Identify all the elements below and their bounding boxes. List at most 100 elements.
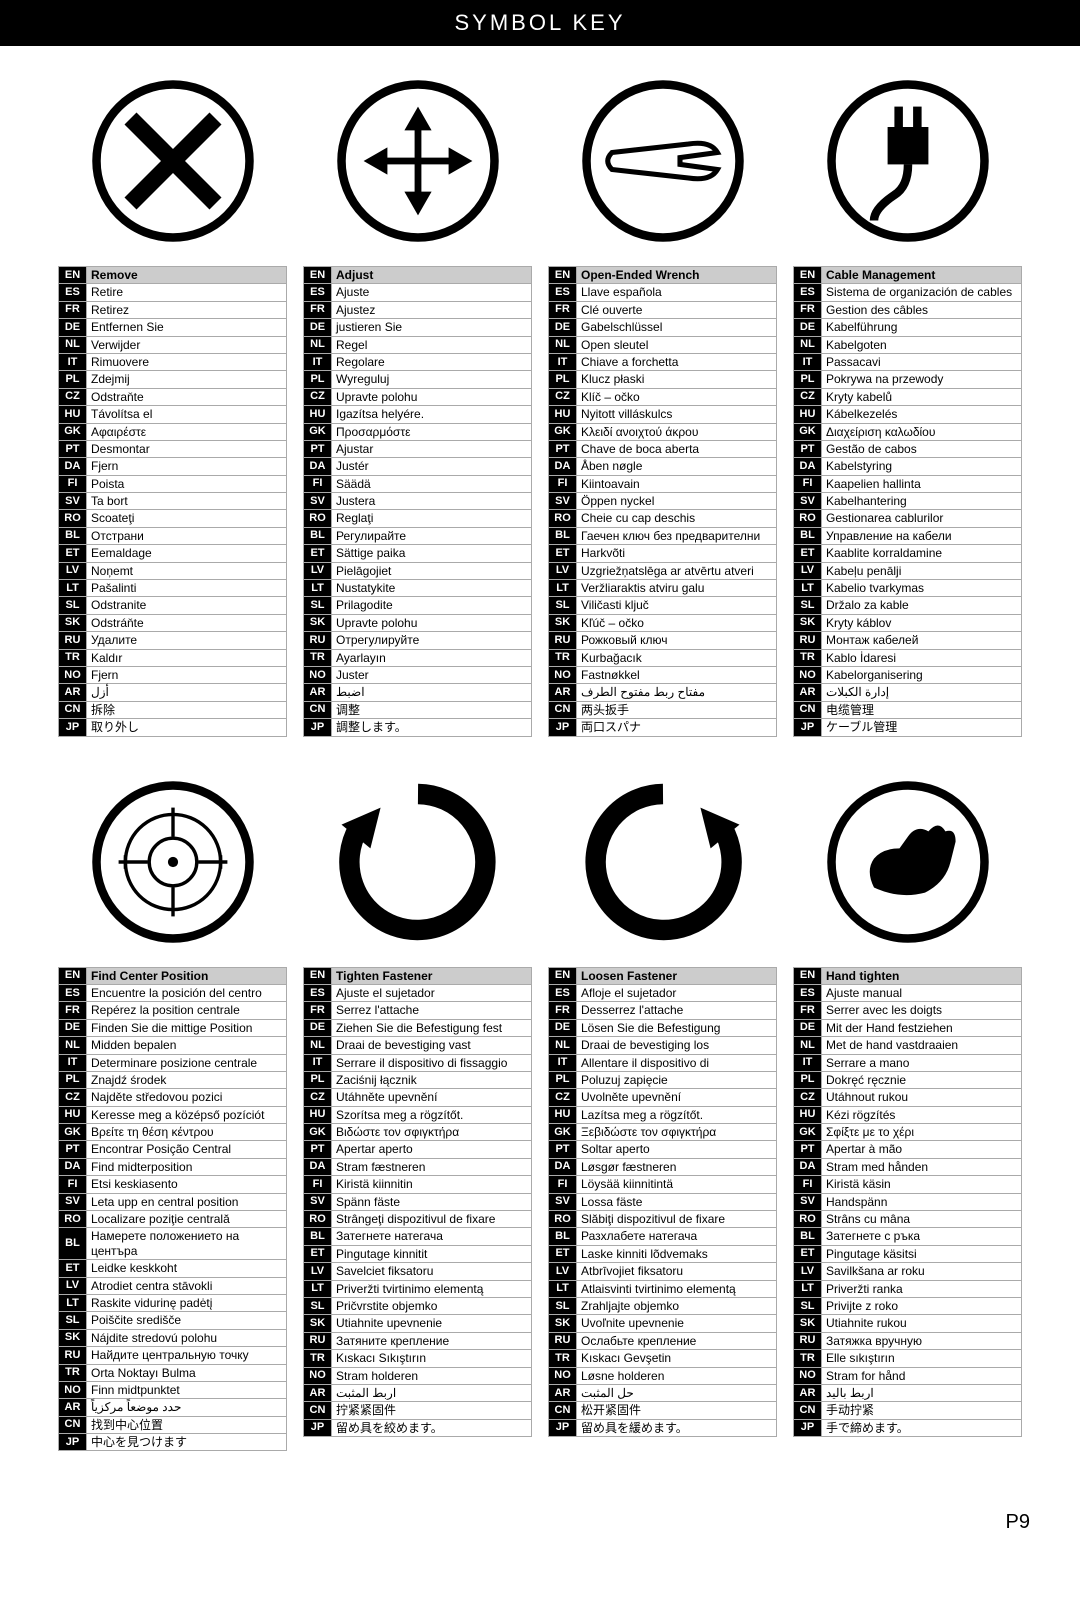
lang-code: RO — [549, 1211, 577, 1228]
lang-code: JP — [549, 1419, 577, 1436]
translation-text: Determinare posizione centrale — [87, 1054, 287, 1071]
lang-code: FR — [304, 1002, 332, 1019]
table-row: CZUvolněte upevnění — [549, 1089, 777, 1106]
table-row: DEjustieren Sie — [304, 319, 532, 336]
lang-code: NL — [794, 1037, 822, 1054]
table-row: CZKlíč – očko — [549, 388, 777, 405]
translation-text: Разхлабете натегача — [577, 1228, 777, 1245]
translation-text: Leidke keskkoht — [87, 1260, 287, 1277]
lang-code: LV — [794, 562, 822, 579]
table-row: FRSerrez l'attache — [304, 1002, 532, 1019]
table-row: SLPoiščite središče — [59, 1312, 287, 1329]
lang-code: LV — [59, 1277, 87, 1294]
table-row: PLWyreguluj — [304, 371, 532, 388]
table-row: ITRimuovere — [59, 353, 287, 370]
table-row: DEZiehen Sie die Befestigung fest — [304, 1019, 532, 1036]
table-row: RUОслабьте крепление — [549, 1332, 777, 1349]
table-row: GKΑφαιρέστε — [59, 423, 287, 440]
lang-code: EN — [304, 967, 332, 984]
translation-text: Регулирайте — [332, 527, 532, 544]
lang-code: DE — [304, 319, 332, 336]
lang-code: NO — [59, 666, 87, 683]
lang-code: ET — [304, 545, 332, 562]
table-row: LVAtrodiet centra stāvokli — [59, 1277, 287, 1294]
translation-text: Encontrar Posição Central — [87, 1141, 287, 1158]
lang-code: JP — [304, 1419, 332, 1436]
lang-code: NO — [304, 1367, 332, 1384]
lang-code: TR — [794, 1350, 822, 1367]
table-row: DEGabelschlüssel — [549, 319, 777, 336]
lang-code: LV — [304, 562, 332, 579]
translation-text: مفتاح ربط مفتوح الطرف — [577, 684, 777, 701]
translation-text: Pokrywa na przewody — [822, 371, 1022, 388]
lang-code: PT — [794, 1141, 822, 1158]
lang-code: SL — [59, 597, 87, 614]
lang-code: ET — [59, 1260, 87, 1277]
translation-text: Finden Sie die mittige Position — [87, 1019, 287, 1036]
translation-text: Kryty kabelů — [822, 388, 1022, 405]
translation-text: Ajustar — [332, 440, 532, 457]
lang-code: SK — [794, 1315, 822, 1332]
lang-code: NL — [59, 1037, 87, 1054]
table-row: RUНайдите центральную точку — [59, 1347, 287, 1364]
lang-code: FR — [59, 1002, 87, 1019]
table-row: TROrta Noktayı Bulma — [59, 1364, 287, 1381]
table-loosen: ENLoosen FastenerESAfloje el sujetadorFR… — [548, 967, 777, 1438]
table-row: TRKaldır — [59, 649, 287, 666]
table-row: ITSerrare il dispositivo di fissaggio — [304, 1054, 532, 1071]
translation-text: Savelciet fiksatoru — [332, 1263, 532, 1280]
col-cable: ENCable ManagementESSistema de organizac… — [793, 76, 1022, 737]
table-row: PTSoltar aperto — [549, 1141, 777, 1158]
table-row: FIKiristä kiinnitin — [304, 1176, 532, 1193]
translation-text: Προσαρμόστε — [332, 423, 532, 440]
translation-text: Gestion des câbles — [822, 301, 1022, 318]
translation-text: Kľúč – očko — [577, 614, 777, 631]
lang-code: AR — [304, 1384, 332, 1401]
table-row: SLZrahljajte objemko — [549, 1297, 777, 1314]
translation-text: Kabelorganisering — [822, 666, 1022, 683]
translation-text: Kıskacı Gevşetin — [577, 1350, 777, 1367]
table-row: LTVeržliaraktis atviru galu — [549, 580, 777, 597]
table-row: LVUzgriežņatslēga ar atvērtu atveri — [549, 562, 777, 579]
lang-code: IT — [59, 353, 87, 370]
adjust-icon — [303, 76, 532, 246]
translation-text: 找到中心位置 — [87, 1416, 287, 1433]
lang-code: FI — [59, 475, 87, 492]
translation-text: Ajuste el sujetador — [332, 984, 532, 1001]
lang-code: GK — [794, 423, 822, 440]
lang-code: DE — [794, 319, 822, 336]
table-row: DAStram fæstneren — [304, 1158, 532, 1175]
col-remove: ENRemoveESRetireFRRetirezDEEntfernen Sie… — [58, 76, 287, 737]
table-cable: ENCable ManagementESSistema de organizac… — [793, 266, 1022, 737]
table-row: GKΒρείτε τη θέση κέντρου — [59, 1124, 287, 1141]
translation-text: Cheie cu cap deschis — [577, 510, 777, 527]
translation-text: Uvoľnite upevnenie — [577, 1315, 777, 1332]
lang-code: DA — [794, 1158, 822, 1175]
lang-code: NL — [304, 336, 332, 353]
col-center: ENFind Center PositionESEncuentre la pos… — [58, 777, 287, 1452]
translation-text: Lossa fäste — [577, 1193, 777, 1210]
lang-code: AR — [59, 1399, 87, 1416]
lang-code: RU — [794, 632, 822, 649]
lang-code: FI — [794, 475, 822, 492]
lang-code: FI — [794, 1176, 822, 1193]
translation-text: حدد موضعاً مركزياً — [87, 1399, 287, 1416]
translation-text: Управление на кабели — [822, 527, 1022, 544]
lang-code: SV — [304, 493, 332, 510]
lang-code: ET — [794, 1245, 822, 1262]
translation-text: Odstráňte — [87, 614, 287, 631]
lang-code: SV — [794, 1193, 822, 1210]
translation-text: Serrer avec les doigts — [822, 1002, 1022, 1019]
table-row: DELösen Sie die Befestigung — [549, 1019, 777, 1036]
table-row: GKΒιδώστε τον σφιγκτήρα — [304, 1124, 532, 1141]
translation-text: Open-Ended Wrench — [577, 267, 777, 284]
lang-code: LT — [549, 1280, 577, 1297]
translation-text: Harkvõti — [577, 545, 777, 562]
translation-text: Privijte z roko — [822, 1297, 1022, 1314]
translation-text: Pašalinti — [87, 580, 287, 597]
translation-text: Priveržti tvirtinimo elementą — [332, 1280, 532, 1297]
translation-text: Adjust — [332, 267, 532, 284]
table-row: TRKablo İdaresi — [794, 649, 1022, 666]
translation-text: Znajdź środek — [87, 1071, 287, 1088]
translation-text: Find Center Position — [87, 967, 287, 984]
